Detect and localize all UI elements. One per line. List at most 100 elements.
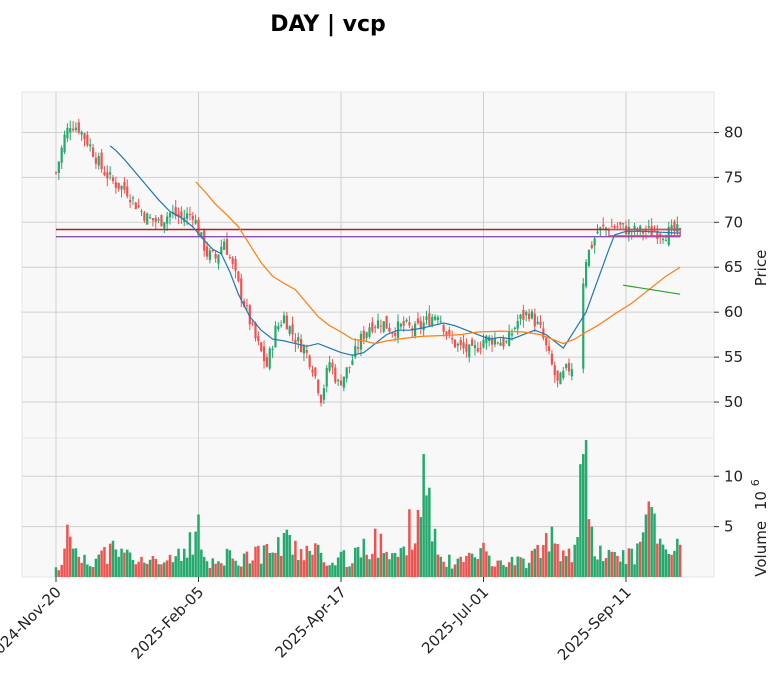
candle-body [194, 220, 197, 224]
volume-bar [177, 548, 180, 577]
volume-bar [490, 566, 494, 577]
volume-bar [339, 551, 343, 577]
volume-bar [222, 565, 226, 577]
candle-body [106, 172, 109, 179]
volume-bar [228, 550, 232, 577]
candle-body [436, 317, 439, 321]
price-tick-label: 50 [724, 393, 743, 411]
volume-bar [485, 551, 488, 577]
volume-bar [331, 562, 334, 577]
volume-bar [641, 532, 645, 577]
volume-bar [217, 561, 220, 577]
volume-bar [71, 548, 75, 577]
volume-bar [165, 560, 169, 577]
volume-bar [145, 563, 149, 577]
candle-body [211, 249, 214, 252]
volume-bar [57, 570, 61, 577]
volume-bar [97, 554, 100, 577]
volume-bar [148, 559, 152, 577]
candle-body [163, 222, 166, 229]
moving-average-1-line [109, 145, 681, 356]
candle-body [205, 246, 209, 257]
volume-bar [111, 540, 115, 577]
volume-bar [154, 558, 157, 577]
volume-bar [430, 541, 434, 577]
candle-body [268, 348, 271, 369]
candle-body [545, 337, 548, 346]
candle-body [362, 330, 365, 340]
volume-bar [556, 543, 559, 577]
candle-body [188, 213, 192, 215]
volume-bar [163, 562, 166, 577]
volume-bar [450, 568, 454, 577]
volume-bar [510, 556, 514, 577]
volume-bar [487, 555, 491, 577]
volume-bar [305, 545, 309, 577]
candle-body [100, 152, 103, 170]
volume-bar [157, 564, 160, 577]
volume-bar [237, 565, 240, 577]
volume-bar [379, 533, 383, 577]
volume-bar [590, 526, 594, 577]
x-tick-label: 2025-Feb-05 [128, 583, 208, 663]
candle-body [91, 147, 95, 157]
candle-body [616, 226, 619, 228]
candle-body [117, 182, 120, 189]
candle-body [191, 215, 194, 220]
candle-body [157, 219, 160, 221]
volume-bar [86, 564, 89, 577]
moving-average-2-line [195, 181, 681, 345]
candle-body [334, 367, 337, 383]
candle-body [502, 338, 505, 347]
candle-body [630, 231, 633, 233]
candle-body [679, 228, 682, 230]
volume-bar [507, 562, 511, 577]
candle-body [394, 333, 397, 336]
volume-bar [664, 549, 668, 577]
candle-body [585, 262, 588, 287]
candle-body [254, 322, 257, 339]
candle-body [505, 341, 508, 343]
volume-bar [66, 524, 69, 577]
candle-body [522, 310, 525, 320]
volume-bar [536, 544, 539, 577]
candle-body [245, 305, 249, 307]
candle-body [83, 133, 86, 140]
candle-body [228, 257, 231, 259]
volume-bar [373, 528, 377, 577]
candle-body [265, 357, 268, 367]
volume-exponent-power: 6 [749, 479, 762, 486]
candle-body [325, 367, 328, 387]
volume-bar [553, 543, 556, 577]
volume-bar [354, 547, 357, 577]
candle-body [86, 134, 89, 146]
candle-body [468, 344, 471, 358]
candle-body [54, 172, 58, 174]
price-tick-label: 65 [724, 258, 743, 276]
volume-bar [470, 553, 474, 577]
candle-body [445, 331, 448, 335]
candle-body [322, 388, 325, 400]
volume-bar [644, 514, 648, 577]
volume-bar [368, 559, 371, 577]
volume-panel [21, 437, 715, 578]
volume-bar [542, 545, 545, 577]
volume-bar [388, 559, 391, 577]
candle-body [465, 344, 468, 352]
volume-bar [291, 554, 294, 577]
volume-bar [516, 556, 519, 577]
volume-bar [257, 545, 260, 577]
volume-bar [482, 542, 485, 577]
candle-body [271, 348, 274, 351]
candle-body [225, 239, 229, 255]
candle-body [103, 172, 106, 176]
volume-bar [103, 547, 106, 577]
candle-body [405, 320, 408, 322]
volume-bar [134, 564, 138, 577]
candle-body [453, 339, 457, 348]
candle-body [217, 254, 220, 264]
candle-body [433, 316, 437, 320]
volume-bar [91, 567, 95, 577]
volume-bar [188, 532, 192, 577]
candle-body [476, 348, 479, 352]
